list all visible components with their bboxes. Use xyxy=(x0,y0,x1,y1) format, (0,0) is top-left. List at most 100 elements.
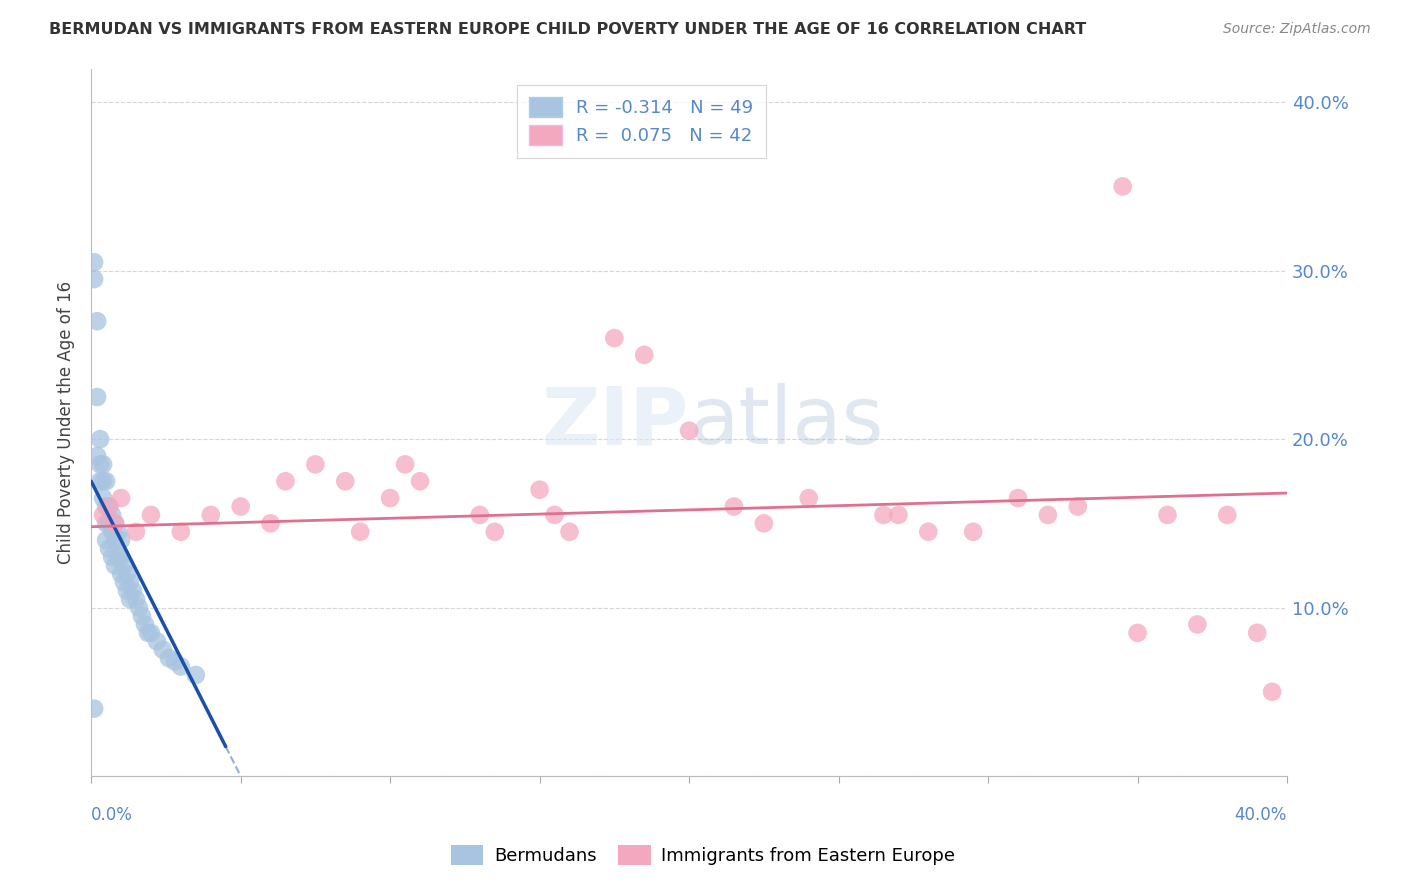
Point xyxy=(529,483,551,497)
Point xyxy=(104,558,127,573)
Point xyxy=(110,491,132,505)
Point xyxy=(1007,491,1029,505)
Point xyxy=(94,500,117,514)
Point xyxy=(184,668,207,682)
Point xyxy=(98,500,121,514)
Point xyxy=(1126,625,1149,640)
Text: BERMUDAN VS IMMIGRANTS FROM EASTERN EUROPE CHILD POVERTY UNDER THE AGE OF 16 COR: BERMUDAN VS IMMIGRANTS FROM EASTERN EURO… xyxy=(49,22,1087,37)
Text: 40.0%: 40.0% xyxy=(1234,806,1286,824)
Point xyxy=(98,541,121,556)
Point xyxy=(86,449,108,463)
Point xyxy=(163,655,186,669)
Point xyxy=(409,475,432,489)
Point xyxy=(110,566,132,581)
Point xyxy=(139,508,162,522)
Point xyxy=(139,625,162,640)
Point xyxy=(543,508,565,522)
Point xyxy=(558,524,581,539)
Point xyxy=(131,609,153,624)
Point xyxy=(603,331,626,345)
Point xyxy=(157,651,180,665)
Point xyxy=(1036,508,1059,522)
Point xyxy=(83,272,105,286)
Point xyxy=(94,516,117,531)
Point xyxy=(1111,179,1133,194)
Point xyxy=(118,575,141,590)
Point xyxy=(170,659,193,673)
Point xyxy=(110,533,132,548)
Legend: R = -0.314   N = 49, R =  0.075   N = 42: R = -0.314 N = 49, R = 0.075 N = 42 xyxy=(516,85,766,158)
Point xyxy=(1067,500,1090,514)
Point xyxy=(107,549,129,564)
Point xyxy=(125,524,148,539)
Y-axis label: Child Poverty Under the Age of 16: Child Poverty Under the Age of 16 xyxy=(58,281,75,564)
Point xyxy=(349,524,371,539)
Point xyxy=(89,432,111,446)
Point xyxy=(468,508,491,522)
Point xyxy=(1246,625,1268,640)
Point xyxy=(104,516,127,531)
Point xyxy=(107,524,129,539)
Point xyxy=(83,701,105,715)
Text: 0.0%: 0.0% xyxy=(91,806,134,824)
Point xyxy=(91,508,114,522)
Text: Source: ZipAtlas.com: Source: ZipAtlas.com xyxy=(1223,22,1371,37)
Point xyxy=(101,508,124,522)
Point xyxy=(797,491,820,505)
Point xyxy=(887,508,910,522)
Point xyxy=(146,634,169,648)
Point xyxy=(112,575,135,590)
Point xyxy=(122,583,145,598)
Point xyxy=(752,516,775,531)
Point xyxy=(917,524,939,539)
Point xyxy=(101,524,124,539)
Point xyxy=(98,516,121,531)
Point xyxy=(98,500,121,514)
Point xyxy=(91,491,114,505)
Point xyxy=(101,549,124,564)
Point xyxy=(91,458,114,472)
Point xyxy=(94,475,117,489)
Point xyxy=(115,583,138,598)
Point xyxy=(125,592,148,607)
Point xyxy=(304,458,326,472)
Point xyxy=(134,617,156,632)
Point xyxy=(89,458,111,472)
Point xyxy=(104,533,127,548)
Point xyxy=(170,524,193,539)
Point xyxy=(152,642,174,657)
Legend: Bermudans, Immigrants from Eastern Europe: Bermudans, Immigrants from Eastern Europ… xyxy=(443,838,963,872)
Point xyxy=(112,558,135,573)
Point xyxy=(229,500,252,514)
Point xyxy=(136,625,159,640)
Point xyxy=(104,516,127,531)
Point xyxy=(94,533,117,548)
Point xyxy=(394,458,416,472)
Point xyxy=(1187,617,1209,632)
Point xyxy=(200,508,222,522)
Point xyxy=(633,348,655,362)
Point xyxy=(378,491,401,505)
Point xyxy=(1261,685,1284,699)
Point xyxy=(86,314,108,328)
Point xyxy=(115,566,138,581)
Point xyxy=(962,524,984,539)
Point xyxy=(723,500,745,514)
Point xyxy=(128,600,150,615)
Text: atlas: atlas xyxy=(689,384,883,461)
Point xyxy=(678,424,700,438)
Point xyxy=(259,516,281,531)
Point xyxy=(86,390,108,404)
Point xyxy=(91,475,114,489)
Point xyxy=(274,475,297,489)
Point xyxy=(1216,508,1239,522)
Point xyxy=(89,475,111,489)
Text: ZIP: ZIP xyxy=(541,384,689,461)
Point xyxy=(335,475,357,489)
Point xyxy=(118,592,141,607)
Point xyxy=(110,549,132,564)
Point xyxy=(1156,508,1178,522)
Point xyxy=(83,255,105,269)
Point xyxy=(484,524,506,539)
Point xyxy=(872,508,894,522)
